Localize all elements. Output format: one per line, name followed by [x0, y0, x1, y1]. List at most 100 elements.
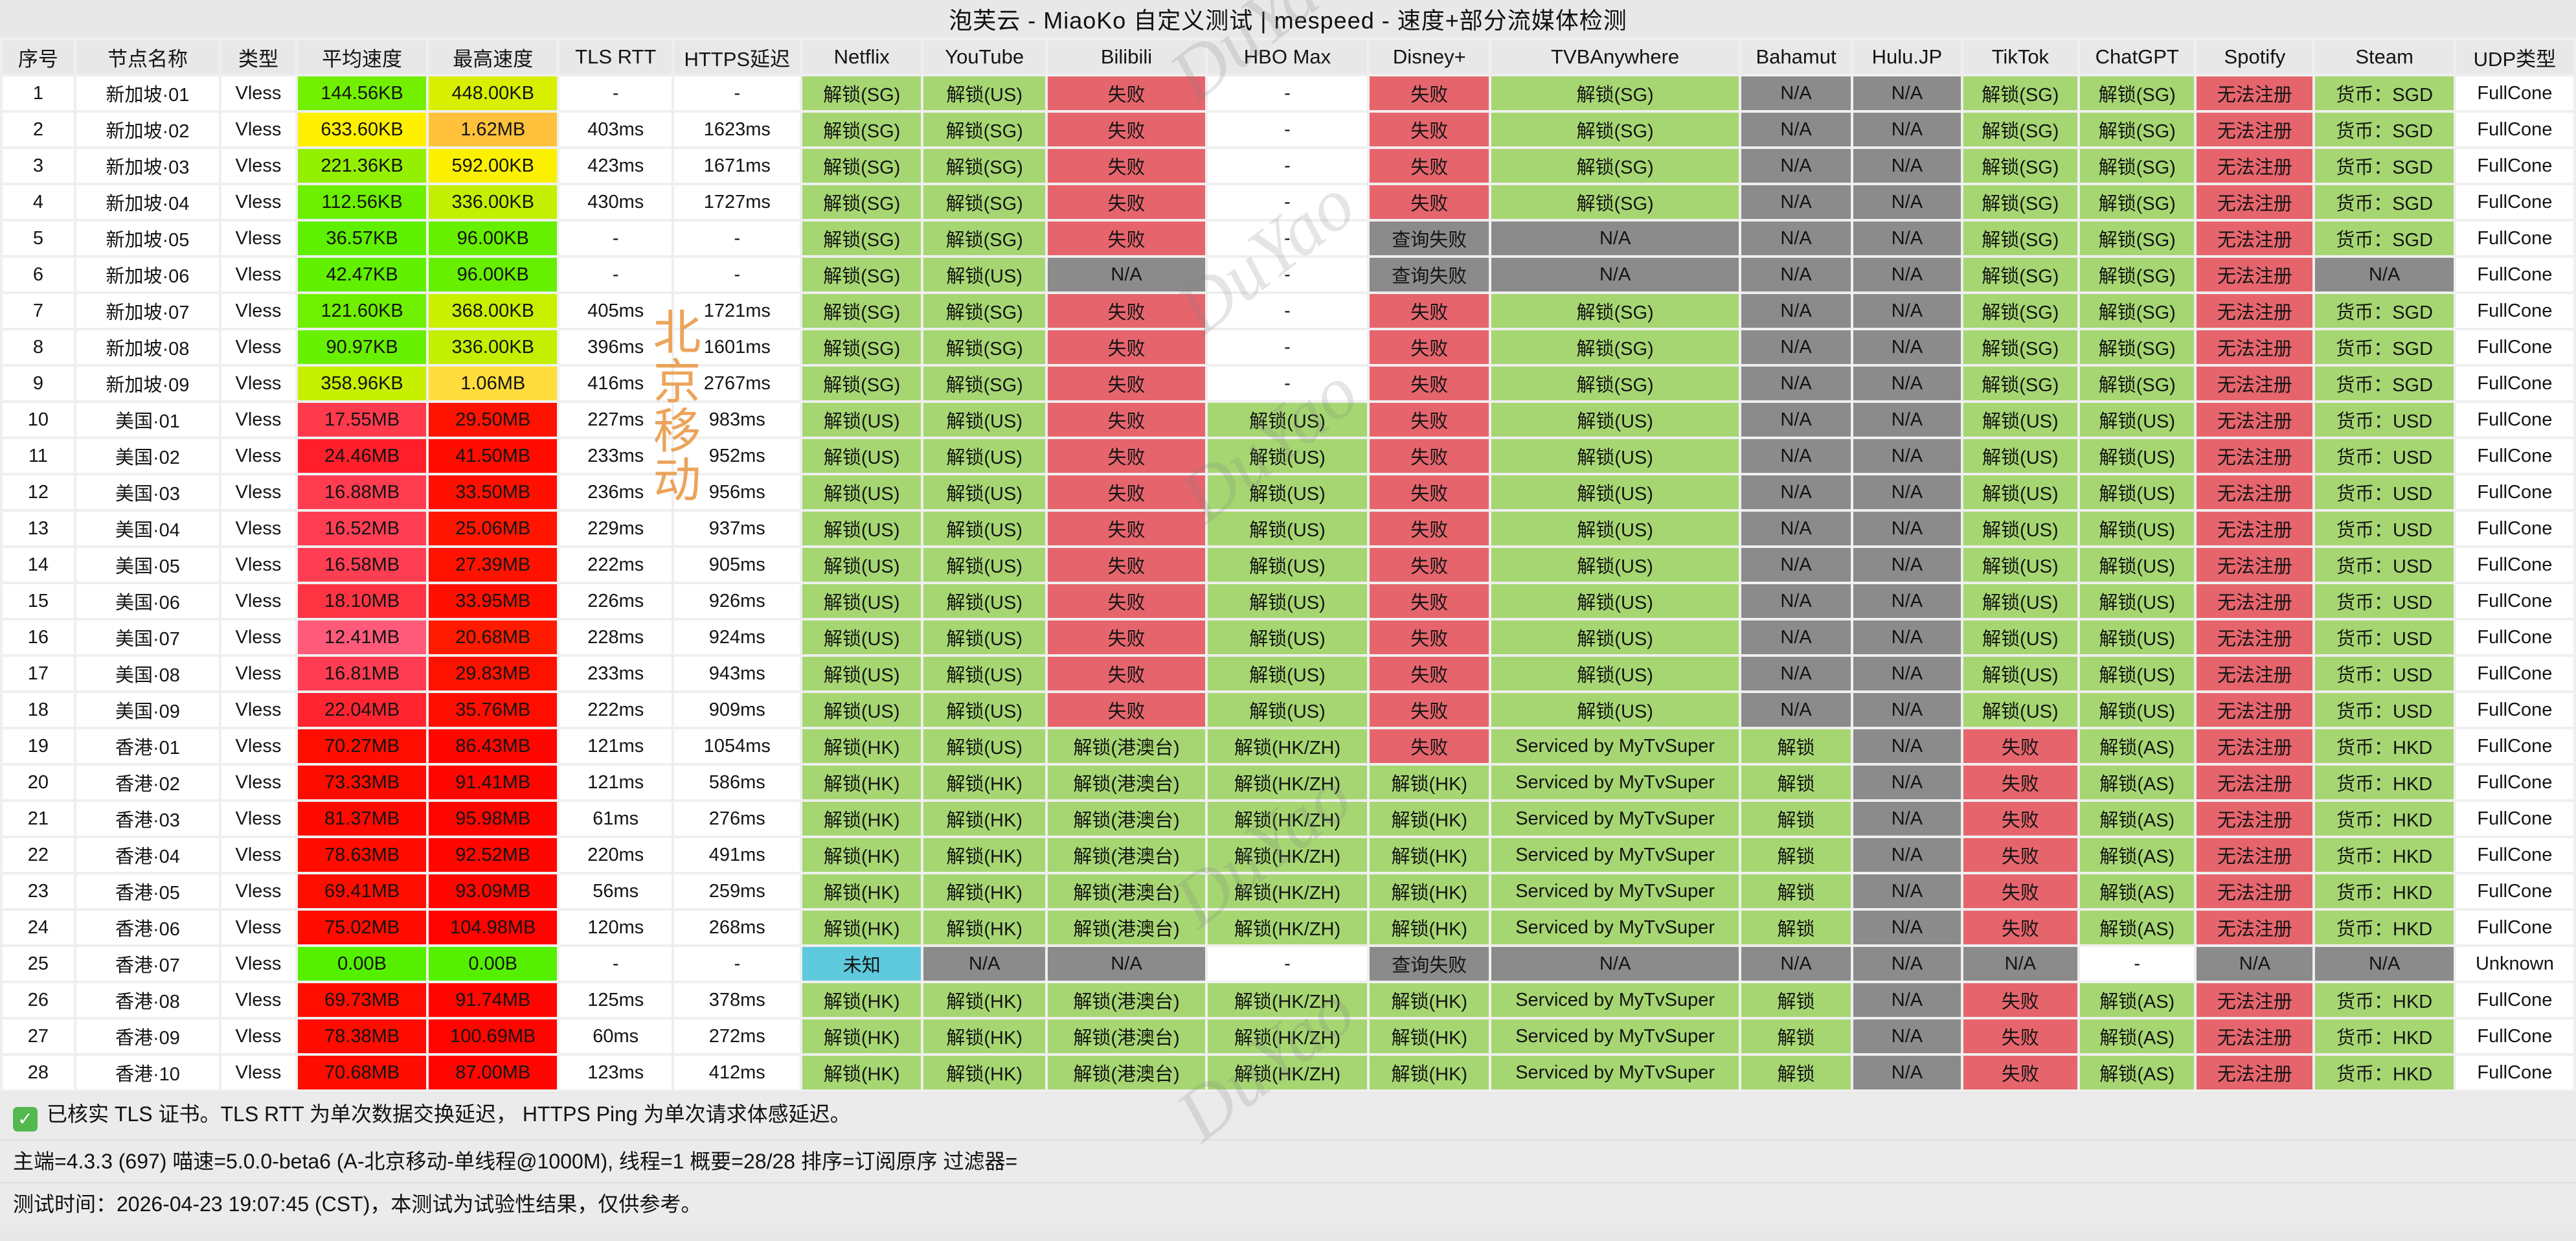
cell-bahamut: N/A: [1741, 693, 1851, 727]
table-row: 3 新加坡·03 Vless 221.36KB 592.00KB 423ms 1671ms 解…: [3, 149, 2573, 183]
cell-bahamut: N/A: [1741, 294, 1851, 328]
cell-https: 586ms: [674, 766, 800, 799]
cell-steam: 货币：SGD: [2315, 222, 2454, 255]
cell-https: 943ms: [674, 657, 800, 690]
cell-netflix: 解锁(HK): [802, 802, 921, 836]
cell-tvb: N/A: [1491, 947, 1739, 981]
cell-avg: 24.46MB: [297, 439, 427, 473]
cell-udp: FullCone: [2456, 802, 2573, 836]
cell-spotify: 无法注册: [2197, 693, 2313, 727]
cell-tiktok: 解锁(US): [1963, 584, 2078, 618]
cell-bilibili: N/A: [1048, 258, 1205, 291]
cell-hbomax: 解锁(US): [1207, 657, 1368, 690]
cell-steam: N/A: [2315, 258, 2454, 291]
cell-tvb: 解锁(SG): [1491, 149, 1739, 183]
cell-max: 93.09MB: [429, 874, 558, 908]
cell-avg: 16.88MB: [297, 475, 427, 509]
cell-chatgpt: 解锁(AS): [2080, 766, 2195, 799]
cell-avg: 78.38MB: [297, 1019, 427, 1053]
cell-chatgpt: 解锁(AS): [2080, 1019, 2195, 1053]
cell-hulu: N/A: [1853, 1056, 1961, 1089]
cell-bahamut: N/A: [1741, 113, 1851, 146]
cell-max: 29.83MB: [429, 657, 558, 690]
cell-name: 新加坡·03: [76, 149, 220, 183]
cell-spotify: 无法注册: [2197, 911, 2313, 944]
cell-hbomax: -: [1207, 294, 1368, 328]
cell-https: 937ms: [674, 512, 800, 545]
cell-hulu: N/A: [1853, 149, 1961, 183]
cell-name: 新加坡·06: [76, 258, 220, 291]
cell-name: 美国·02: [76, 439, 220, 473]
cell-bahamut: 解锁: [1741, 729, 1851, 763]
cell-max: 336.00KB: [429, 185, 558, 219]
cell-tls: 430ms: [559, 185, 672, 219]
cell-chatgpt: 解锁(AS): [2080, 1056, 2195, 1089]
cell-steam: 货币：USD: [2315, 548, 2454, 582]
cell-chatgpt: 解锁(US): [2080, 475, 2195, 509]
cell-bilibili: 失败: [1048, 584, 1205, 618]
cell-hulu: N/A: [1853, 947, 1961, 981]
cell-disney: 失败: [1370, 620, 1489, 654]
cell-tls: 61ms: [559, 802, 672, 836]
cell-bahamut: 解锁: [1741, 766, 1851, 799]
cell-disney: 失败: [1370, 149, 1489, 183]
cell-youtube: 解锁(HK): [923, 766, 1046, 799]
cell-tiktok: 解锁(US): [1963, 403, 2078, 437]
cell-idx: 14: [3, 548, 74, 582]
cell-spotify: 无法注册: [2197, 76, 2313, 110]
cell-spotify: N/A: [2197, 947, 2313, 981]
cell-type: Vless: [221, 1019, 295, 1053]
cell-max: 104.98MB: [429, 911, 558, 944]
cell-tvb: Serviced by MyTvSuper: [1491, 911, 1739, 944]
table-row: 28 香港·10 Vless 70.68MB 87.00MB 123ms 412ms 解锁(H…: [3, 1056, 2573, 1089]
cell-bilibili: 失败: [1048, 185, 1205, 219]
cell-name: 新加坡·04: [76, 185, 220, 219]
cell-https: 268ms: [674, 911, 800, 944]
cell-tiktok: 失败: [1963, 911, 2078, 944]
col-header-type: 类型: [221, 40, 295, 74]
cell-max: 27.39MB: [429, 548, 558, 582]
cell-hbomax: -: [1207, 222, 1368, 255]
cell-netflix: 解锁(SG): [802, 113, 921, 146]
cell-type: Vless: [221, 367, 295, 400]
cell-udp: FullCone: [2456, 439, 2573, 473]
cell-chatgpt: 解锁(US): [2080, 548, 2195, 582]
cell-netflix: 解锁(SG): [802, 294, 921, 328]
cell-hbomax: 解锁(HK/ZH): [1207, 838, 1368, 872]
cell-idx: 23: [3, 874, 74, 908]
cell-disney: 查询失败: [1370, 947, 1489, 981]
cell-max: 100.69MB: [429, 1019, 558, 1053]
cell-max: 33.95MB: [429, 584, 558, 618]
page-title: 泡芙云 - MiaoKo 自定义测试 | mespeed - 速度+部分流媒体检…: [949, 7, 1627, 34]
cell-bilibili: 解锁(港澳台): [1048, 729, 1205, 763]
cell-max: 91.41MB: [429, 766, 558, 799]
cell-spotify: 无法注册: [2197, 185, 2313, 219]
cell-bilibili: 解锁(港澳台): [1048, 983, 1205, 1017]
cell-udp: FullCone: [2456, 294, 2573, 328]
cell-tiktok: 失败: [1963, 838, 2078, 872]
cell-chatgpt: 解锁(SG): [2080, 367, 2195, 400]
cell-bilibili: 解锁(港澳台): [1048, 1056, 1205, 1089]
cell-avg: 633.60KB: [297, 113, 427, 146]
cell-bahamut: N/A: [1741, 947, 1851, 981]
cell-tls: 121ms: [559, 729, 672, 763]
cell-avg: 75.02MB: [297, 911, 427, 944]
cell-max: 96.00KB: [429, 258, 558, 291]
cell-hbomax: 解锁(US): [1207, 548, 1368, 582]
cell-tiktok: 解锁(SG): [1963, 149, 2078, 183]
cell-idx: 2: [3, 113, 74, 146]
cell-netflix: 解锁(SG): [802, 222, 921, 255]
cell-bahamut: N/A: [1741, 367, 1851, 400]
table-row: 19 香港·01 Vless 70.27MB 86.43MB 121ms 1054ms 解锁(…: [3, 729, 2573, 763]
cell-hulu: N/A: [1853, 693, 1961, 727]
cell-disney: 解锁(HK): [1370, 983, 1489, 1017]
cell-tvb: Serviced by MyTvSuper: [1491, 729, 1739, 763]
cell-spotify: 无法注册: [2197, 403, 2313, 437]
cell-max: 86.43MB: [429, 729, 558, 763]
cell-netflix: 解锁(HK): [802, 983, 921, 1017]
cell-tiktok: 失败: [1963, 874, 2078, 908]
cell-hbomax: -: [1207, 113, 1368, 146]
table-row: 16 美国·07 Vless 12.41MB 20.68MB 228ms 924ms 解锁(U…: [3, 620, 2573, 654]
cell-type: Vless: [221, 185, 295, 219]
cell-bahamut: N/A: [1741, 439, 1851, 473]
